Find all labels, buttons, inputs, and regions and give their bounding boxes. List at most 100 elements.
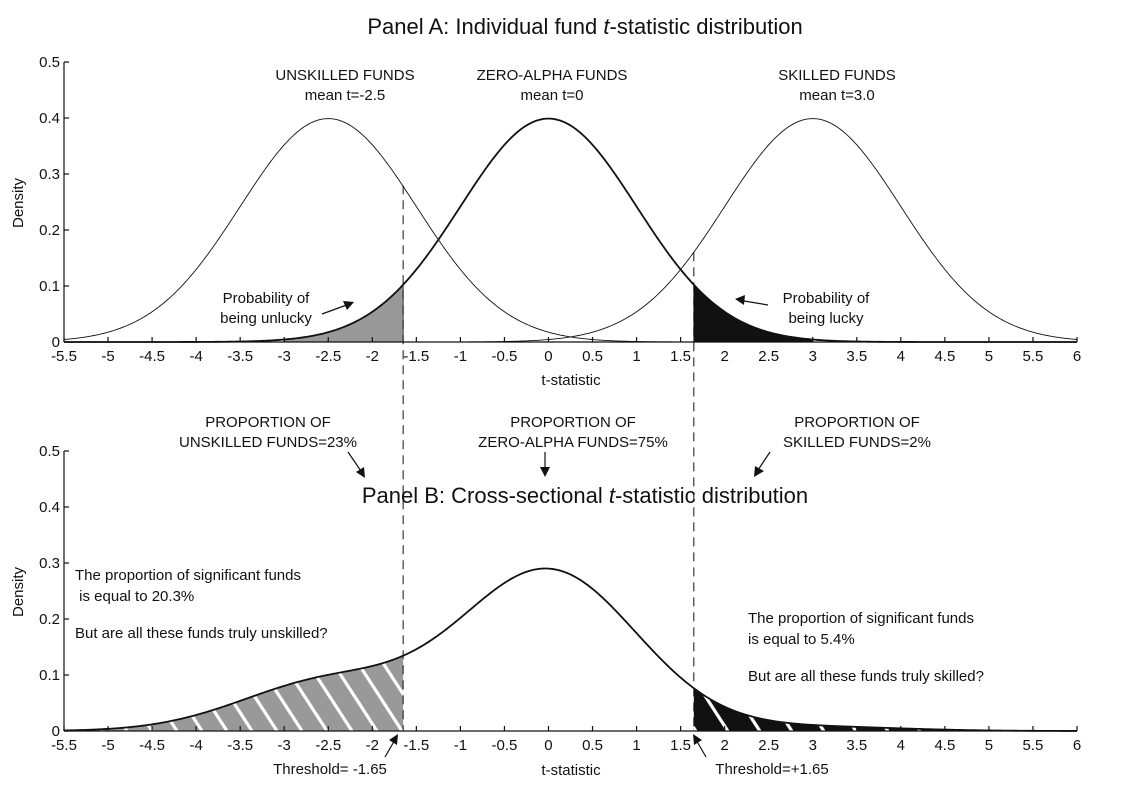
panel-b-x-tick-label: 1 [632,737,640,754]
panel-a-x-tick-label: 3 [809,348,817,365]
panel-a-x-tick-label: -2.5 [315,348,341,365]
panel-a-x-tick-label: -1.5 [403,348,429,365]
zero-alpha-curve-label: ZERO-ALPHA FUNDS mean t=0 [477,67,628,104]
panel-a-x-tick-label: -5 [101,348,114,365]
zero-alpha-density-curve [64,117,1077,343]
panel-a-x-tick-label: 4.5 [934,348,955,365]
left-tail-shaded-area [64,655,404,731]
panel-a-curves [63,117,1078,343]
panel-b-x-tick-label: 5 [985,737,993,754]
skilled-significance-note: The proportion of significant funds is eq… [748,610,984,685]
panel-b-x-tick-label: -0.5 [492,737,518,754]
panel-b-x-tick-label: -4.5 [139,737,165,754]
upper-threshold-arrow [693,734,707,758]
panel-a-x-tick-label: -4.5 [139,348,165,365]
panel-a-x-tick-label: 0 [544,348,552,365]
panel-a-x-tick-label: 5 [985,348,993,365]
panel-b-x-tick-label: 2.5 [758,737,779,754]
lucky-arrow [735,295,769,306]
panel-b-x-tick-label: -2.5 [315,737,341,754]
panel-b-x-tick-label: 3.5 [846,737,867,754]
panel-a-axes: -5.5 -5 -4.5 -4 -3.5 -3 -2.5 -2 -1.5 -1 -0.5 0 0.5 1 1… [39,54,1081,365]
unskilled-proportion-arrow [347,451,365,478]
panel-b: PROPORTION OF UNSKILLED FUNDS=23% PROPORT… [10,414,1081,779]
panel-b-x-tick-label: 0 [544,737,552,754]
panel-b-shaded-regions [64,655,1077,731]
panel-b-x-tick-label: 4.5 [934,737,955,754]
panel-a-x-tick-label: 4 [897,348,905,365]
panel-a-x-tick-label: 1 [632,348,640,365]
threshold-dashed-lines [402,185,695,731]
panel-a-x-tick-label: -4 [189,348,202,365]
lucky-annotation: Probability of being lucky [783,290,871,327]
panel-b-x-tick-label: -5.5 [51,737,77,754]
skilled-proportion-arrow [754,451,771,477]
panel-b-y-tick-label: 0 [52,723,60,740]
panel-a-x-tick-label: 2 [720,348,728,365]
panel-b-y-tick-label: 0.2 [39,611,60,628]
panel-a-x-tick-label: -1 [454,348,467,365]
panel-a-y-tick-label: 0.4 [39,110,60,127]
panel-a-x-tick-label: 6 [1073,348,1081,365]
panel-b-x-tick-label: 0.5 [582,737,603,754]
panel-a-ylabel: Density [10,177,27,228]
panel-a-title: Panel A: Individual fund t-statistic dis… [367,14,802,39]
panel-b-x-tick-label: -2 [366,737,379,754]
right-tail-hatch [693,688,1077,731]
panel-a-y-tick-label: 0.2 [39,222,60,239]
unlucky-annotation: Probability of being unlucky [220,290,312,327]
panel-b-title: Panel B: Cross-sectional t-statistic dis… [362,483,808,508]
panel-b-x-tick-label: 6 [1073,737,1081,754]
panel-a-x-tick-label: 1.5 [670,348,691,365]
panel-a-xlabel: t-statistic [541,372,601,389]
panel-a-shaded-regions [283,283,814,343]
panel-b-x-tick-label: -1.5 [403,737,429,754]
zero-alpha-proportion-label: PROPORTION OF ZERO-ALPHA FUNDS=75% [478,414,668,451]
panel-b-x-tick-label: -4 [189,737,202,754]
panel-b-x-tick-label: -1 [454,737,467,754]
unlucky-arrow [321,301,354,315]
panel-a-x-tick-label: 5.5 [1023,348,1044,365]
panel-a: Panel A: Individual fund t-statistic dis… [10,14,1081,389]
panel-b-y-tick-label: 0.3 [39,555,60,572]
panel-a-y-tick-label: 0.1 [39,278,60,295]
zero-alpha-proportion-arrow [540,452,550,477]
panel-b-y-tick-label: 0.4 [39,499,60,516]
panel-b-xlabel: t-statistic [541,762,601,779]
panel-b-x-tick-label: 2 [720,737,728,754]
unskilled-significance-note: The proportion of significant funds is e… [75,567,328,642]
panel-b-x-tick-label: 5.5 [1023,737,1044,754]
lower-threshold-arrow [384,734,398,758]
panel-b-x-tick-label: -3.5 [227,737,253,754]
panel-b-y-tick-label: 0.1 [39,667,60,684]
panel-b-x-tick-label: 3 [809,737,817,754]
right-tail-shaded-area [693,688,1077,731]
panel-b-x-tick-label: 4 [897,737,905,754]
panel-b-curves [63,567,1077,732]
panel-a-x-tick-label: -5.5 [51,348,77,365]
unskilled-density-curve [63,118,1077,343]
panel-a-y-tick-label: 0 [52,334,60,351]
panel-b-x-tick-label: -5 [101,737,114,754]
panel-b-x-tick-label: -3 [278,737,291,754]
panel-a-y-tick-label: 0.3 [39,166,60,183]
panel-a-x-tick-label: -3.5 [227,348,253,365]
panel-b-axes: -5.5 -5 -4.5 -4 -3.5 -3 -2.5 -2 -1.5 -1 -0.5 0 0.5 1 1… [39,443,1081,754]
skilled-proportion-label: PROPORTION OF SKILLED FUNDS=2% [783,414,931,451]
unskilled-proportion-label: PROPORTION OF UNSKILLED FUNDS=23% [179,414,357,451]
skilled-curve-label: SKILLED FUNDS mean t=3.0 [778,67,896,104]
panel-a-x-tick-label: 0.5 [582,348,603,365]
unskilled-curve-label: UNSKILLED FUNDS mean t=-2.5 [275,67,414,104]
skilled-density-curve [64,118,1078,343]
lower-threshold-label: Threshold= -1.65 [273,761,387,778]
cross-sectional-density-curve [63,567,1077,732]
panel-a-x-tick-label: -3 [278,348,291,365]
panel-b-x-tick-label: 1.5 [670,737,691,754]
panel-a-x-tick-label: -2 [366,348,379,365]
upper-threshold-label: Threshold=+1.65 [715,761,828,778]
panel-b-y-tick-label: 0.5 [39,443,60,460]
panel-b-ylabel: Density [10,566,27,617]
panel-a-x-tick-label: 2.5 [758,348,779,365]
panel-a-y-tick-label: 0.5 [39,54,60,71]
